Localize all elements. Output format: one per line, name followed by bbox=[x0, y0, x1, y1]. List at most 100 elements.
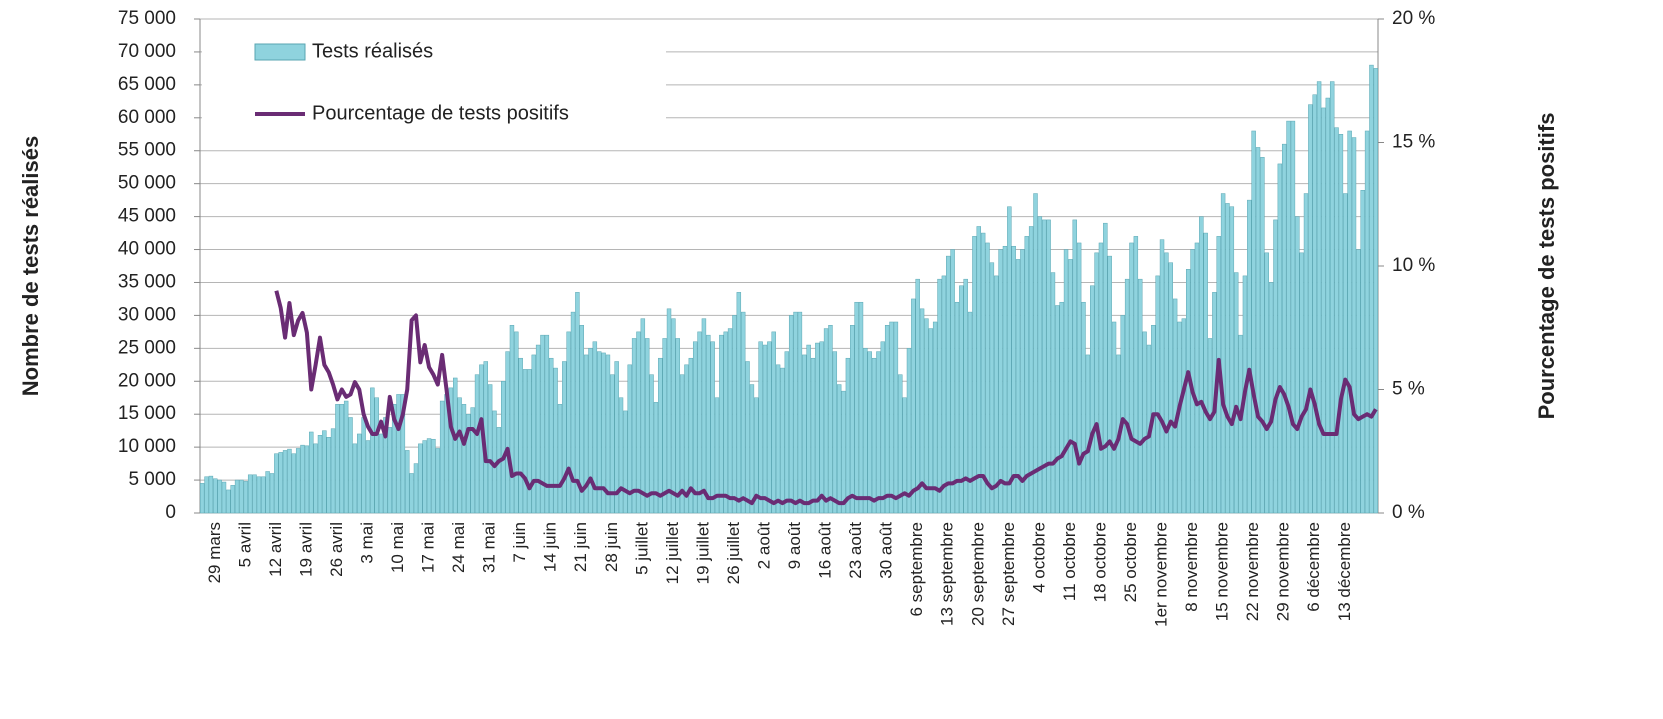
bar bbox=[1229, 206, 1235, 514]
bar bbox=[1312, 94, 1317, 514]
bar bbox=[405, 450, 410, 514]
bar bbox=[439, 400, 445, 514]
y2-tick-label: 0 % bbox=[1392, 502, 1425, 523]
x-tick-label: 7 juin bbox=[510, 522, 529, 563]
bar bbox=[1015, 259, 1021, 514]
bar bbox=[614, 361, 619, 514]
bar bbox=[592, 341, 598, 514]
bar bbox=[732, 315, 737, 514]
bar bbox=[762, 344, 768, 514]
y2-tick-label: 5 % bbox=[1392, 379, 1425, 400]
bar bbox=[1247, 199, 1252, 514]
bar bbox=[627, 364, 632, 514]
bar bbox=[858, 301, 864, 514]
bar bbox=[1268, 282, 1274, 514]
bar bbox=[954, 301, 960, 514]
bar bbox=[666, 308, 672, 514]
bar bbox=[911, 298, 916, 514]
bar bbox=[662, 338, 667, 514]
bar bbox=[1233, 272, 1239, 514]
bar bbox=[745, 361, 750, 514]
bar bbox=[710, 341, 715, 514]
bar bbox=[252, 474, 257, 514]
bar bbox=[610, 374, 615, 514]
y-tick-label: 45 000 bbox=[118, 206, 176, 227]
bar bbox=[850, 325, 855, 514]
bar bbox=[658, 357, 663, 514]
bar bbox=[784, 351, 790, 514]
bar bbox=[1308, 104, 1313, 514]
bar bbox=[806, 344, 811, 514]
bar bbox=[514, 331, 519, 514]
y-tick-label: 55 000 bbox=[118, 140, 176, 161]
bar bbox=[832, 351, 838, 514]
x-tick-label: 6 septembre bbox=[907, 522, 926, 617]
bar bbox=[474, 374, 480, 514]
bar bbox=[330, 428, 336, 514]
bar bbox=[370, 387, 375, 514]
bar bbox=[714, 397, 720, 514]
bar bbox=[898, 374, 903, 514]
bar bbox=[1286, 120, 1291, 514]
y-tick-label: 50 000 bbox=[118, 173, 176, 194]
bar bbox=[623, 410, 628, 514]
bar bbox=[256, 476, 262, 514]
bar bbox=[889, 321, 894, 514]
bar bbox=[915, 278, 920, 514]
bar bbox=[684, 364, 689, 514]
bar bbox=[295, 448, 301, 514]
x-tick-label: 15 novembre bbox=[1213, 522, 1232, 621]
x-tick-label: 28 juin bbox=[602, 522, 621, 572]
bar bbox=[391, 404, 397, 514]
bar bbox=[723, 331, 728, 514]
bar bbox=[361, 417, 366, 514]
x-tick-label: 18 octobre bbox=[1090, 522, 1109, 602]
bar bbox=[1063, 249, 1069, 514]
x-tick-label: 8 novembre bbox=[1182, 522, 1201, 612]
y-tick-label: 70 000 bbox=[118, 41, 176, 62]
bar bbox=[780, 367, 785, 514]
bar bbox=[845, 357, 851, 514]
bar bbox=[980, 232, 986, 514]
bar bbox=[976, 226, 982, 514]
bar bbox=[575, 292, 580, 514]
x-tick-label: 17 mai bbox=[419, 522, 438, 573]
bar bbox=[562, 361, 567, 514]
bar bbox=[618, 397, 624, 514]
bar bbox=[426, 438, 432, 514]
bar bbox=[688, 357, 694, 514]
x-tick-label: 19 avril bbox=[296, 522, 315, 577]
bar bbox=[199, 483, 205, 514]
bar bbox=[1334, 127, 1339, 514]
bar bbox=[378, 433, 384, 514]
x-tick-label: 3 mai bbox=[357, 522, 376, 564]
bar bbox=[1168, 262, 1173, 514]
bar bbox=[261, 476, 266, 514]
bar bbox=[1164, 252, 1169, 514]
bar bbox=[1273, 219, 1278, 514]
bar bbox=[505, 351, 510, 514]
x-tick-label: 23 août bbox=[846, 522, 865, 579]
bar bbox=[322, 430, 327, 514]
bar bbox=[758, 341, 763, 514]
bar bbox=[880, 341, 886, 514]
bar bbox=[396, 394, 401, 514]
bar bbox=[400, 394, 406, 514]
bar bbox=[1360, 190, 1365, 514]
bar bbox=[793, 311, 798, 514]
bar bbox=[1373, 68, 1379, 514]
bar bbox=[304, 445, 310, 514]
bar bbox=[1347, 130, 1352, 514]
legend-label: Pourcentage de tests positifs bbox=[312, 102, 569, 124]
bar bbox=[893, 321, 899, 514]
x-tick-label: 20 septembre bbox=[968, 522, 987, 626]
bar bbox=[265, 471, 270, 514]
bar bbox=[535, 344, 541, 514]
bar bbox=[1033, 193, 1038, 514]
bar bbox=[501, 381, 506, 514]
bars bbox=[199, 64, 1379, 514]
bar bbox=[422, 440, 427, 514]
legend-label: Tests réalisés bbox=[312, 40, 433, 62]
